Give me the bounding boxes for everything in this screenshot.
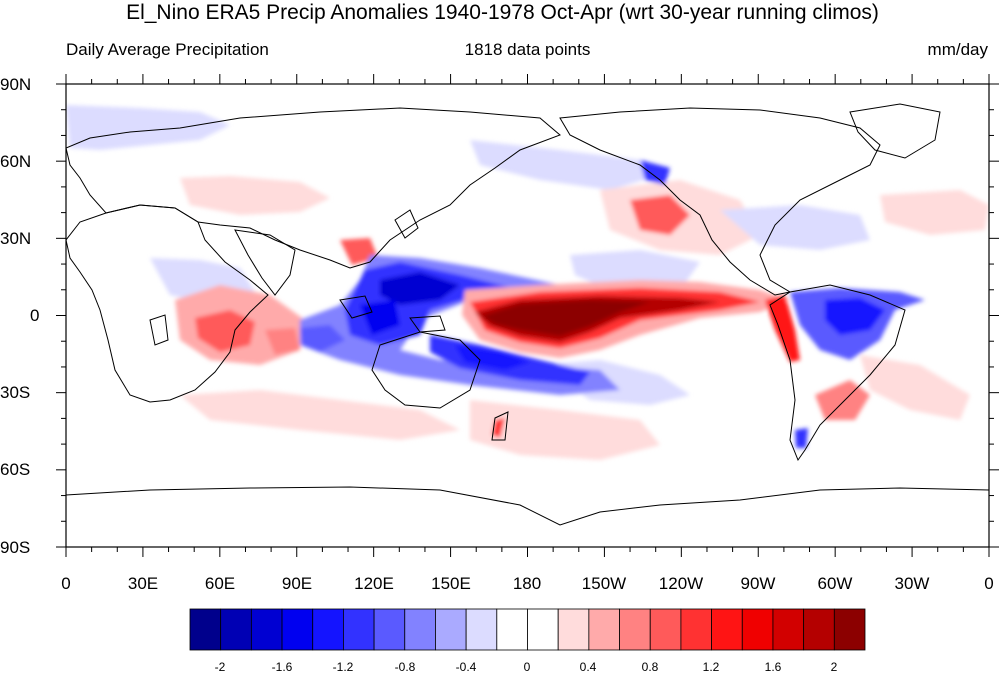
lat-label-30n: 30N: [0, 229, 32, 248]
colorbar-swatch: [312, 608, 344, 651]
colorbar-label: -0.4: [455, 660, 477, 674]
lon-label: 90W: [740, 574, 776, 593]
coastlines: [66, 103, 989, 526]
colorbar-swatch: [833, 608, 866, 651]
anomaly-field: [66, 105, 989, 460]
lon-label: 0: [61, 574, 71, 593]
colorbar-label: -0.8: [394, 660, 416, 674]
colorbar: [189, 608, 866, 651]
colorbar-label: 0: [523, 660, 531, 674]
lon-label: 0: [984, 574, 994, 593]
colorbar-swatch: [343, 608, 375, 651]
colorbar-swatch: [527, 608, 559, 651]
colorbar-label: 0.4: [579, 660, 597, 674]
colorbar-swatch: [741, 608, 774, 651]
lon-label: 30W: [894, 574, 930, 593]
units-label: mm/day: [927, 40, 988, 59]
colorbar-swatch: [189, 608, 222, 651]
lon-label: 120W: [658, 574, 704, 593]
lon-label: 60W: [817, 574, 853, 593]
colorbar-swatch: [435, 608, 467, 651]
lat-label-90s: 90S: [0, 538, 31, 557]
colorbar-swatch: [588, 608, 620, 651]
colorbar-swatch: [557, 608, 590, 651]
colorbar-label: -1.6: [271, 660, 293, 674]
colorbar-swatch: [772, 608, 805, 651]
colorbar-swatch: [619, 608, 651, 651]
lon-label: 180: [512, 574, 542, 593]
colorbar-swatch: [281, 608, 314, 651]
lon-label: 30E: [127, 574, 159, 593]
colorbar-swatch: [803, 608, 835, 651]
colorbar-swatch: [404, 608, 436, 651]
colorbar-label: -1.2: [332, 660, 354, 674]
lat-label-60s: 60S: [0, 460, 31, 479]
lon-label: 150E: [431, 574, 471, 593]
lon-label: 90E: [281, 574, 313, 593]
colorbar-label: 0.8: [641, 660, 659, 674]
axis-ticks: [56, 74, 999, 557]
lat-label-30s: 30S: [0, 383, 31, 402]
center-subtitle: 1818 data points: [464, 40, 591, 59]
lat-label-eq: 0: [30, 306, 40, 325]
lat-label-90n: 90N: [0, 75, 32, 94]
lat-label-60n: 60N: [0, 152, 32, 171]
colorbar-label: 2: [830, 660, 838, 674]
lon-label: 60E: [204, 574, 236, 593]
colorbar-swatch: [649, 608, 682, 651]
colorbar-swatch: [680, 608, 712, 651]
colorbar-swatch: [250, 608, 283, 651]
colorbar-label: -2: [214, 660, 226, 674]
left-subtitle: Daily Average Precipitation: [66, 40, 269, 59]
colorbar-label: 1.6: [764, 660, 782, 674]
colorbar-swatch: [465, 608, 498, 651]
colorbar-swatch: [220, 608, 252, 651]
colorbar-swatch: [496, 608, 528, 651]
lon-label: 120E: [354, 574, 394, 593]
colorbar-swatch: [373, 608, 406, 651]
colorbar-swatch: [711, 608, 743, 651]
map-title: El_Nino ERA5 Precip Anomalies 1940-1978 …: [126, 1, 879, 24]
lon-label: 150W: [581, 574, 627, 593]
colorbar-label: 1.2: [702, 660, 720, 674]
